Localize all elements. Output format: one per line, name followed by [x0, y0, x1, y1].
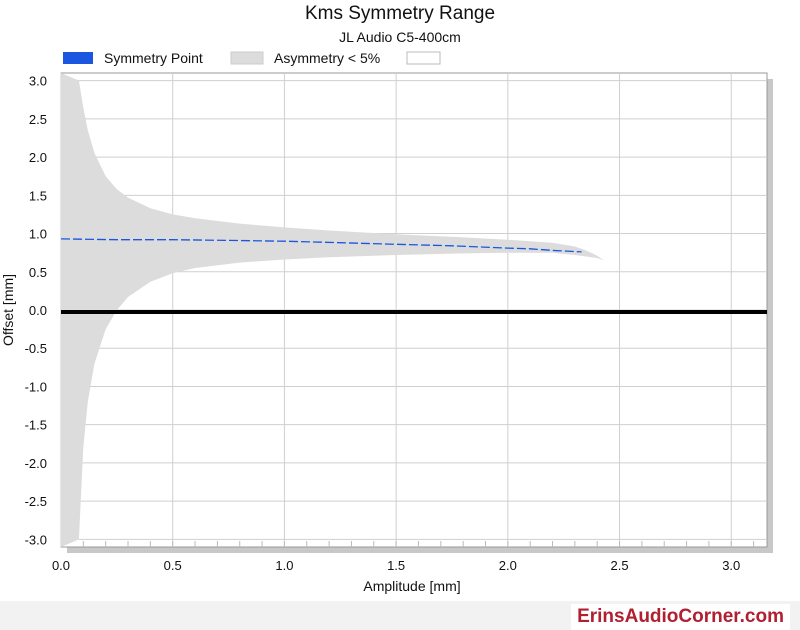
x-tick-label: 2.5	[611, 558, 629, 573]
x-axis-label: Amplitude [mm]	[363, 578, 460, 594]
x-tick-label: 1.0	[275, 558, 293, 573]
y-tick-label: 0.5	[29, 265, 47, 280]
y-tick-label: -1.5	[25, 418, 47, 433]
x-tick-label: 1.5	[387, 558, 405, 573]
chart-subtitle: JL Audio C5-400cm	[339, 29, 461, 45]
y-tick-label: 1.0	[29, 227, 47, 242]
x-tick-label: 2.0	[499, 558, 517, 573]
x-tick-label: 3.0	[722, 558, 740, 573]
y-tick-label: -2.5	[25, 494, 47, 509]
y-tick-label: -1.0	[25, 379, 47, 394]
x-tick-label: 0.0	[52, 558, 70, 573]
x-tick-labels: 0.0 0.5 1.0 1.5 2.0 2.5 3.0	[52, 558, 740, 573]
legend-label-symmetry: Symmetry Point	[104, 50, 203, 66]
legend-swatch-symmetry	[63, 52, 93, 64]
legend: Symmetry Point Asymmetry < 5%	[63, 50, 441, 66]
y-tick-label: 2.5	[29, 112, 47, 127]
y-tick-label: -0.5	[25, 341, 47, 356]
legend-swatch-asymmetry	[230, 51, 264, 65]
symmetry-point-line	[60, 238, 582, 253]
chart-title: Kms Symmetry Range	[305, 3, 495, 24]
x-tick-label: 0.5	[164, 558, 182, 573]
y-tick-label: 0.0	[29, 303, 47, 318]
legend-label-asymmetry: Asymmetry < 5%	[274, 50, 380, 66]
y-tick-label: 1.5	[29, 188, 47, 203]
y-tick-label: -2.0	[25, 456, 47, 471]
y-tick-label: 2.0	[29, 150, 47, 165]
x-minor-ticks	[82, 541, 755, 547]
y-axis-label: Offset [mm]	[0, 274, 16, 346]
y-tick-label: -3.0	[25, 532, 47, 547]
y-tick-labels: 3.0 2.5 2.0 1.5 1.0 0.5 0.0 -0.5 -1.0 -1.5 -2.0 -2.…	[25, 74, 47, 548]
zero-line	[61, 310, 767, 314]
watermark-text: ErinsAudioCorner.com	[571, 604, 790, 630]
legend-swatch-empty	[406, 51, 441, 65]
y-tick-label: 3.0	[29, 74, 47, 89]
